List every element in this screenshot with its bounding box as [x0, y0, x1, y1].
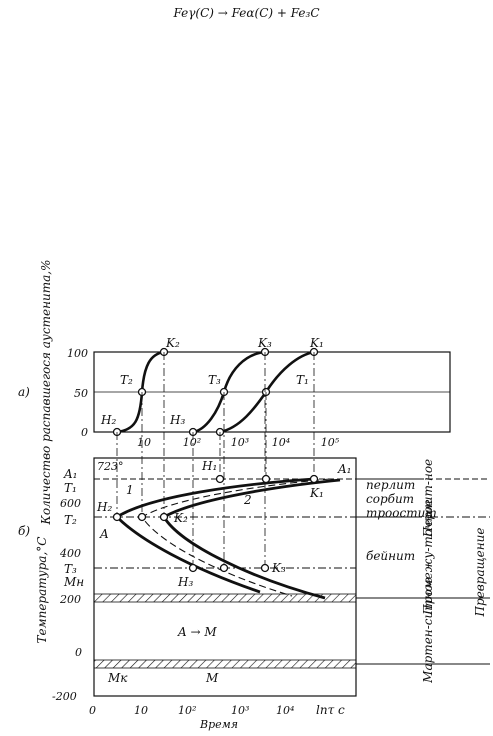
xtick-10000: 10⁴	[276, 704, 294, 717]
ytick-600: 600	[60, 497, 81, 510]
curve-label-2: 2	[243, 493, 252, 507]
level-t3: T₃	[64, 562, 77, 576]
xtick-10: 10	[134, 704, 148, 717]
ytick-0: 0	[75, 646, 82, 659]
label-k1-a: K₁	[309, 336, 324, 350]
level-a1-right: A₁	[337, 462, 351, 476]
zone-pearlitic: Перлит-ное	[421, 459, 435, 538]
level-ms: Mн	[63, 575, 84, 589]
ytick-minus200: -200	[52, 690, 77, 703]
label-t1-a: T₁	[296, 373, 309, 387]
product-pearlite: перлит	[366, 478, 415, 492]
curve-label-1: 1	[126, 483, 134, 497]
point-h3	[188, 563, 198, 573]
panel-a-ytick-0: 0	[81, 426, 88, 439]
panel-a-ylabel: Количество распавшегося аустенита,%	[39, 260, 53, 526]
label-h3-a: H₃	[169, 413, 185, 427]
label-k2-a: K₂	[165, 336, 180, 350]
xtick-100: 10²	[178, 704, 196, 717]
zone-intermediate: Промежу-точное	[421, 499, 435, 615]
point-t2-b	[137, 512, 147, 522]
panel-b: б) Температура,°C 600 400 200 0 -200 A₁ …	[18, 457, 490, 731]
point-k3	[260, 563, 270, 573]
xtick-0: 0	[89, 704, 96, 717]
zone-martensitic: Мартен-ситное	[421, 577, 435, 684]
point-label-h1: H₁	[201, 459, 217, 473]
point-label-k3: K₃	[271, 561, 286, 575]
panel-a-ytick-50: 50	[74, 387, 88, 400]
ytick-400: 400	[59, 547, 81, 560]
point-label-h3: H₃	[177, 575, 193, 589]
panel-a-xtick-1000: 10³	[231, 436, 249, 449]
panel-b-label: б)	[18, 524, 30, 538]
panel-b-ylabel: Температура,°C	[35, 537, 49, 644]
panel-a-xtick-10: 10	[137, 436, 151, 449]
panel-a-xtick-10000: 10⁴	[272, 436, 290, 449]
panel-b-frame	[93, 457, 357, 697]
point-t1-b	[261, 474, 271, 484]
level-t1: T₁	[64, 481, 77, 495]
point-k2	[159, 512, 169, 522]
label-t2-a: T₂	[120, 373, 133, 387]
product-bainite: бейнит	[366, 549, 415, 563]
product-troostite: троостит	[366, 506, 437, 520]
panel-a-xtick-100000: 10⁵	[321, 436, 340, 449]
point-t3-b	[219, 563, 229, 573]
panel-a-ytick-100: 100	[67, 347, 88, 360]
xtick-1000: 10³	[231, 704, 249, 717]
product-sorbite: сорбит	[366, 492, 414, 506]
label-t3-a: T₃	[208, 373, 221, 387]
point-h1	[215, 474, 225, 484]
ytick-200: 200	[59, 593, 81, 606]
level-mf: Mк	[107, 671, 128, 685]
label-k3-a: K₃	[257, 336, 272, 350]
mf-hatch-band	[93, 659, 357, 669]
region-martensite-transform: A → M	[177, 625, 217, 639]
a1-temperature: 723°	[97, 460, 124, 473]
panel-a-xtick-100: 10²	[183, 436, 201, 449]
point-k1	[309, 474, 319, 484]
region-austenite: A	[99, 527, 109, 541]
point-h2	[112, 512, 122, 522]
x-axis-label: Время	[199, 718, 238, 731]
reaction-formula: Feγ(C) → Feα(C) + Fe₃C	[173, 6, 320, 20]
level-a1-left: A₁	[63, 467, 77, 481]
x-unit: lnτ c	[316, 703, 345, 717]
point-label-k1: K₁	[309, 486, 324, 500]
point-label-k2: K₂	[173, 511, 188, 525]
region-martensite: M	[205, 671, 219, 685]
level-t2: T₂	[64, 513, 77, 527]
label-h2-a: H₂	[100, 413, 116, 427]
point-label-h2: H₂	[96, 500, 112, 514]
c-curve-1-start	[114, 477, 315, 594]
group-transformation: Превращение	[473, 528, 487, 618]
panel-a-label: а)	[18, 385, 30, 399]
